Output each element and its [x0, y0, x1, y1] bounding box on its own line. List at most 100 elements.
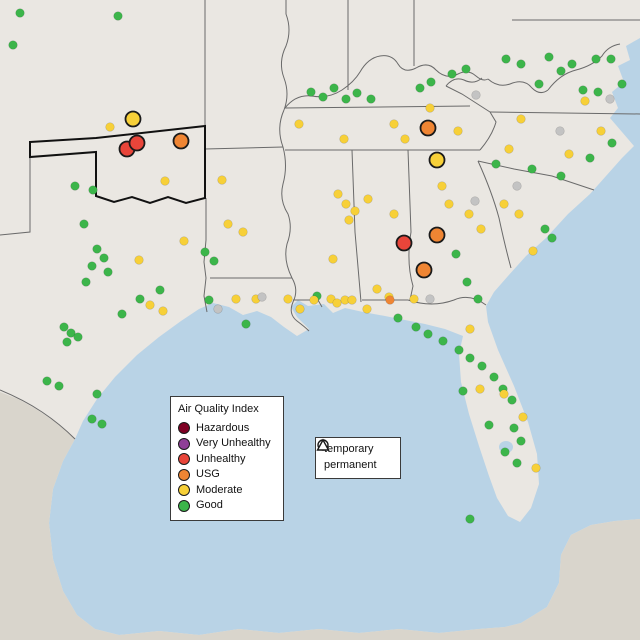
station-dot[interactable] [363, 194, 373, 204]
station-dot[interactable] [54, 381, 64, 391]
station-dot[interactable] [332, 298, 342, 308]
station-dot[interactable] [567, 59, 577, 69]
station-dot[interactable] [580, 96, 590, 106]
station-dot[interactable] [59, 322, 69, 332]
station-dot[interactable] [400, 134, 410, 144]
station-dot[interactable] [465, 324, 475, 334]
station-dot[interactable] [283, 294, 293, 304]
station-dot[interactable] [42, 376, 52, 386]
station-dot[interactable] [99, 253, 109, 263]
station-dot[interactable] [366, 94, 376, 104]
station-dot[interactable] [231, 294, 241, 304]
station-dot[interactable] [531, 463, 541, 473]
station-dot[interactable] [534, 79, 544, 89]
station-dot[interactable] [453, 126, 463, 136]
station-dot[interactable] [606, 54, 616, 64]
station-dot[interactable] [372, 284, 382, 294]
station-dot[interactable] [415, 83, 425, 93]
station-dot[interactable] [389, 119, 399, 129]
station-dot[interactable] [73, 332, 83, 342]
station-dot[interactable] [504, 144, 514, 154]
station-dot[interactable] [516, 436, 526, 446]
station-dot[interactable] [238, 227, 248, 237]
station-dot[interactable] [607, 138, 617, 148]
station-dot[interactable] [512, 181, 522, 191]
station-dot[interactable] [544, 52, 554, 62]
station-dot[interactable] [105, 122, 115, 132]
station-dot[interactable] [217, 175, 227, 185]
station-dot[interactable] [362, 304, 372, 314]
station-dot[interactable] [593, 87, 603, 97]
station-dot[interactable] [425, 103, 435, 113]
station-dot[interactable] [15, 8, 25, 18]
station-dot[interactable] [328, 254, 338, 264]
station-dot[interactable] [447, 69, 457, 79]
station-dot[interactable] [428, 151, 446, 169]
station-dot[interactable] [514, 209, 524, 219]
station-dot[interactable] [415, 261, 433, 279]
station-dot[interactable] [578, 85, 588, 95]
station-dot[interactable] [605, 94, 615, 104]
station-dot[interactable] [128, 134, 146, 152]
station-dot[interactable] [540, 224, 550, 234]
station-dot[interactable] [329, 83, 339, 93]
station-dot[interactable] [476, 224, 486, 234]
station-dot[interactable] [507, 395, 517, 405]
station-dot[interactable] [306, 87, 316, 97]
station-dot[interactable] [409, 294, 419, 304]
station-dot[interactable] [491, 159, 501, 169]
station-dot[interactable] [158, 306, 168, 316]
station-dot[interactable] [428, 226, 446, 244]
station-dot[interactable] [461, 64, 471, 74]
station-dot[interactable] [527, 164, 537, 174]
station-dot[interactable] [475, 384, 485, 394]
station-dot[interactable] [113, 11, 123, 21]
station-dot[interactable] [117, 309, 127, 319]
station-dot[interactable] [458, 386, 468, 396]
station-dot[interactable] [556, 171, 566, 181]
station-dot[interactable] [309, 295, 319, 305]
station-dot[interactable] [555, 126, 565, 136]
station-dot[interactable] [499, 199, 509, 209]
station-dot[interactable] [257, 292, 267, 302]
station-dot[interactable] [70, 181, 80, 191]
station-dot[interactable] [425, 294, 435, 304]
station-dot[interactable] [62, 337, 72, 347]
station-dot[interactable] [462, 277, 472, 287]
station-dot[interactable] [454, 345, 464, 355]
station-dot[interactable] [516, 114, 526, 124]
station-dot[interactable] [395, 234, 413, 252]
station-dot[interactable] [347, 295, 357, 305]
station-dot[interactable] [87, 261, 97, 271]
station-dot[interactable] [92, 389, 102, 399]
station-dot[interactable] [393, 313, 403, 323]
station-dot[interactable] [385, 295, 395, 305]
station-dot[interactable] [419, 119, 437, 137]
station-dot[interactable] [213, 304, 223, 314]
station-dot[interactable] [438, 336, 448, 346]
station-dot[interactable] [547, 233, 557, 243]
station-dot[interactable] [295, 304, 305, 314]
station-dot[interactable] [87, 414, 97, 424]
station-dot[interactable] [92, 244, 102, 254]
station-dot[interactable] [344, 215, 354, 225]
station-dot[interactable] [134, 255, 144, 265]
station-dot[interactable] [471, 90, 481, 100]
station-dot[interactable] [155, 285, 165, 295]
station-dot[interactable] [241, 319, 251, 329]
station-dot[interactable] [294, 119, 304, 129]
station-dot[interactable] [500, 447, 510, 457]
station-dot[interactable] [437, 181, 447, 191]
station-dot[interactable] [172, 132, 190, 150]
station-dot[interactable] [81, 277, 91, 287]
station-dot[interactable] [591, 54, 601, 64]
station-dot[interactable] [484, 420, 494, 430]
station-dot[interactable] [124, 110, 142, 128]
station-dot[interactable] [444, 199, 454, 209]
station-dot[interactable] [509, 423, 519, 433]
station-dot[interactable] [499, 389, 509, 399]
station-dot[interactable] [518, 412, 528, 422]
station-dot[interactable] [411, 322, 421, 332]
station-dot[interactable] [470, 196, 480, 206]
